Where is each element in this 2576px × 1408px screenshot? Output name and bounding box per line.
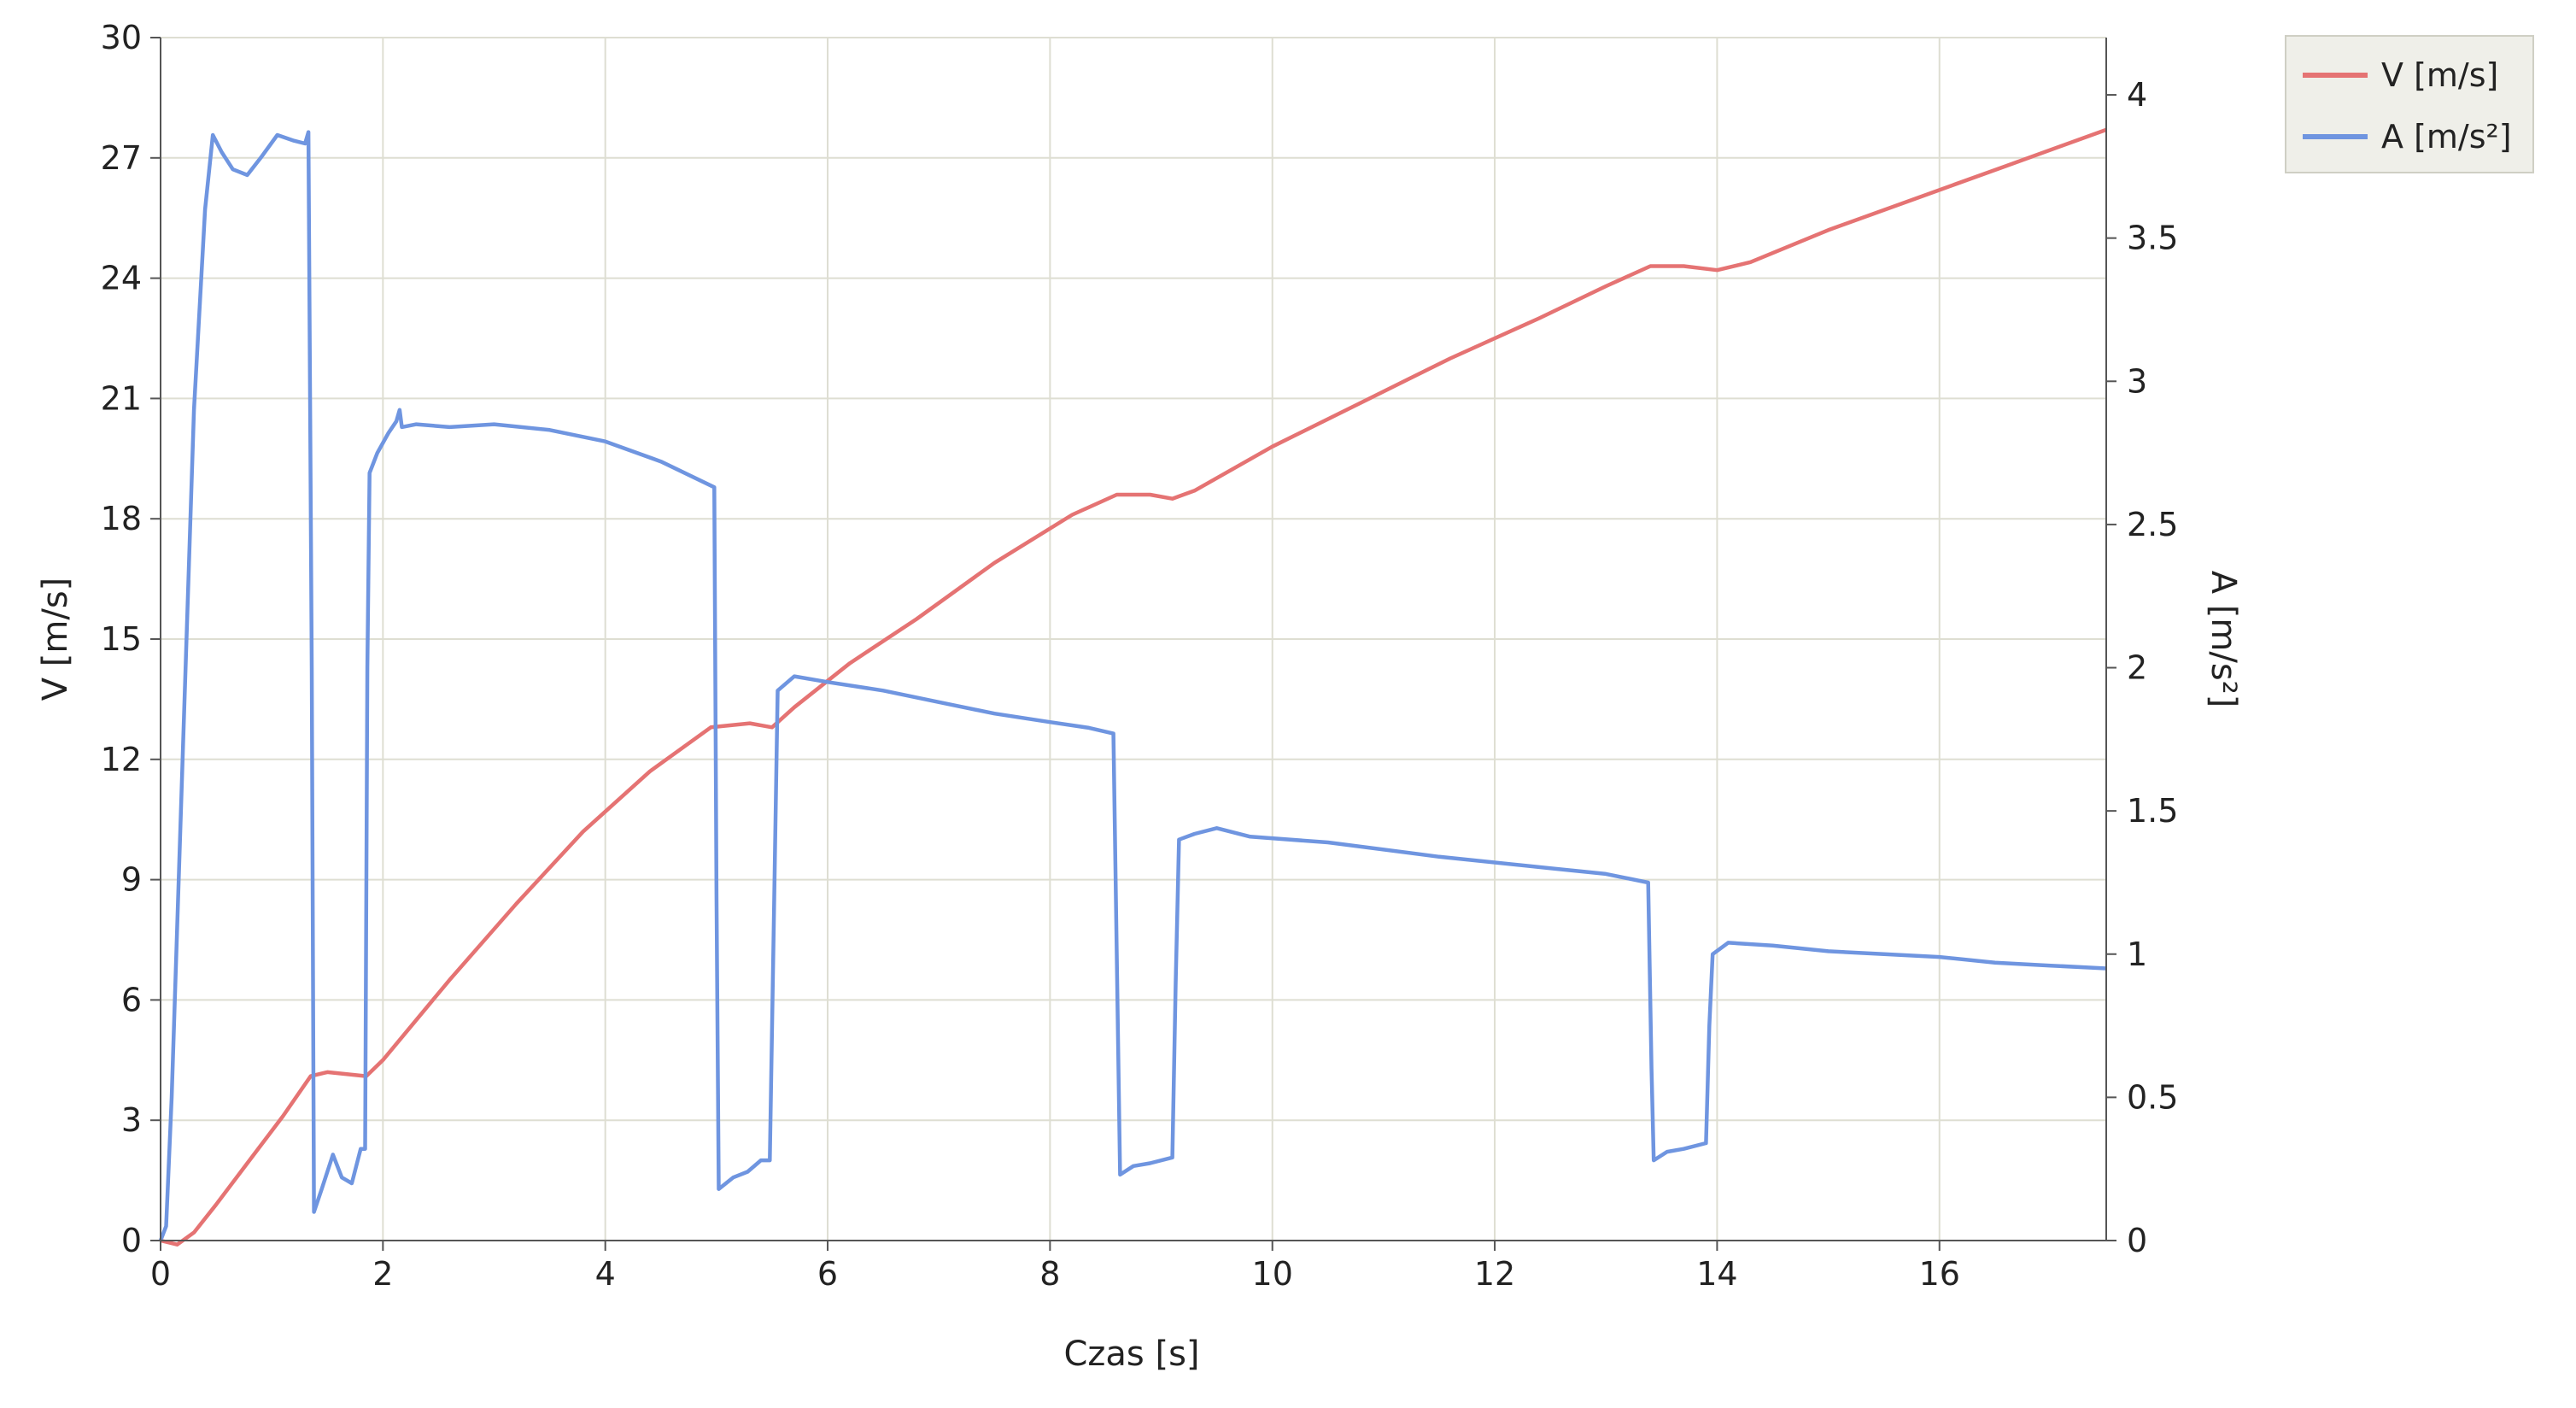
y2-tick-label: 3.5	[2127, 220, 2178, 257]
y2-tick-label: 2.5	[2127, 506, 2178, 543]
y2-tick-label: 2	[2127, 649, 2147, 687]
legend-box	[2285, 35, 2534, 173]
x-tick-label: 0	[150, 1255, 171, 1293]
x-tick-label: 4	[595, 1255, 616, 1293]
y-tick-label: 12	[101, 741, 142, 778]
y-tick-label: 3	[121, 1101, 142, 1139]
y-tick-label: 27	[101, 139, 142, 177]
series-line-acceleration	[158, 130, 2107, 1241]
y-tick-label: 0	[121, 1222, 142, 1259]
axes	[150, 37, 2116, 1251]
y2-tick-label: 1	[2127, 936, 2147, 973]
y2-tick-label: 3	[2127, 362, 2147, 400]
y-tick-label: 21	[101, 379, 142, 417]
legend-label-v: V [m/s]	[2381, 56, 2498, 94]
x-tick-label: 12	[1474, 1255, 1515, 1293]
y-tick-label: 6	[121, 981, 142, 1018]
y-tick-label: 30	[101, 19, 142, 56]
y2-tick-label: 1.5	[2127, 792, 2178, 830]
y2-tick-label: 0	[2127, 1222, 2147, 1259]
y-tick-label: 24	[101, 260, 142, 297]
series-line-velocity	[160, 127, 2107, 1247]
y-axis-title: V [m/s]	[36, 578, 75, 701]
y-tick-label: 15	[101, 620, 142, 658]
x-tick-label: 16	[1919, 1255, 1960, 1293]
series-lines	[158, 127, 2107, 1247]
y-tick-label: 18	[101, 500, 142, 537]
x-axis-title: Czas [s]	[1063, 1335, 1199, 1374]
y2-tick-label: 4	[2127, 76, 2147, 114]
legend-label-a: A [m/s²]	[2381, 118, 2512, 155]
y2-tick-label: 0.5	[2127, 1078, 2178, 1116]
tick-labels: 0 2 4 6 8 10 12 14 1603691215182124273000.511.52…	[101, 19, 2179, 1293]
y-tick-label: 9	[121, 861, 142, 899]
legend: V [m/s] A [m/s²]	[2285, 35, 2534, 173]
x-tick-label: 10	[1252, 1255, 1293, 1293]
x-tick-label: 8	[1039, 1255, 1060, 1293]
y2-axis-title: A [m/s²]	[2204, 571, 2243, 708]
x-tick-label: 2	[372, 1255, 393, 1293]
x-tick-label: 6	[817, 1255, 838, 1293]
x-tick-label: 14	[1696, 1255, 1737, 1293]
grid-lines	[161, 37, 2106, 1241]
